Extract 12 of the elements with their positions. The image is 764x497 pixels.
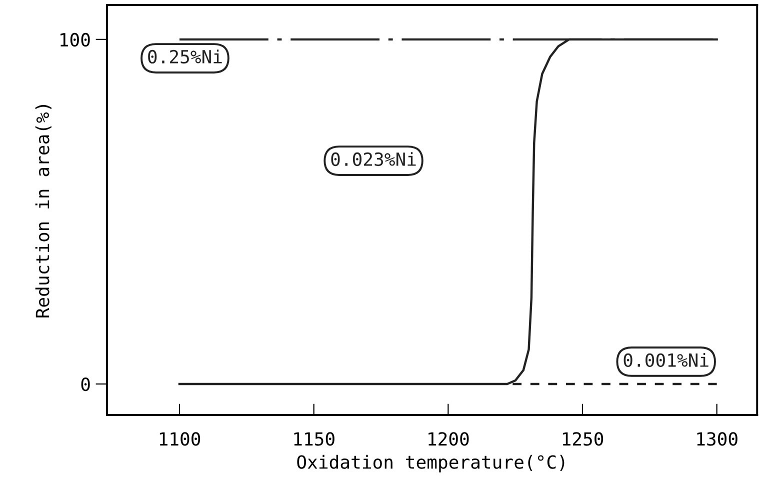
x-axis-title: Oxidation temperature(°C) xyxy=(297,454,564,472)
y-tick-label: 100 xyxy=(60,32,90,47)
x-tick-label: 1300 xyxy=(697,432,738,446)
series-label: 0.001%Ni xyxy=(624,353,708,367)
series-label: 0.25%Ni xyxy=(148,50,222,64)
y-tick-label: 0 xyxy=(81,377,90,392)
x-tick-label: 1200 xyxy=(428,432,469,446)
x-tick-label: 1250 xyxy=(562,432,604,446)
x-tick-label: 1100 xyxy=(160,432,200,446)
text: 0.023%Ni xyxy=(331,152,416,166)
y-axis-title: Reduction in area(%) xyxy=(35,105,52,318)
x-tick-label: 1150 xyxy=(294,432,334,446)
